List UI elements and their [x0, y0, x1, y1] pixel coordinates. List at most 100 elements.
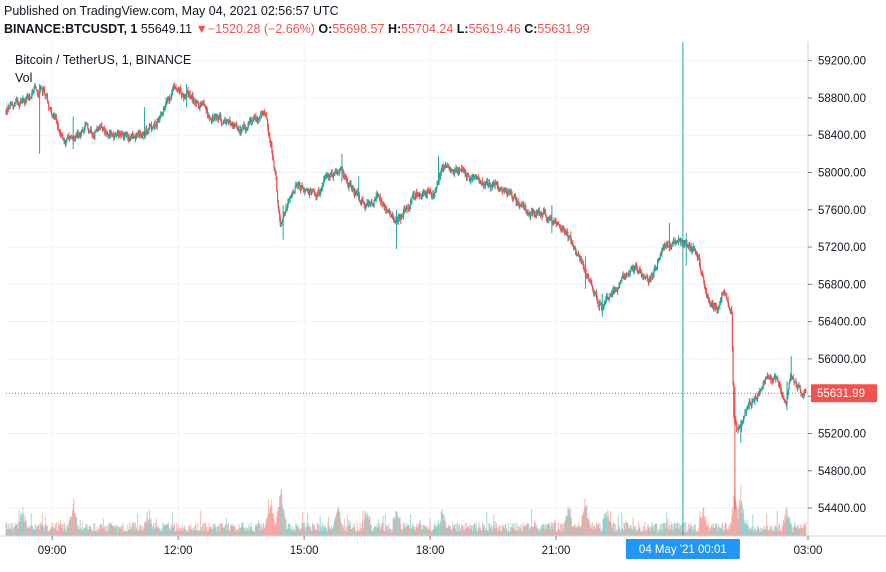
volume-bar	[222, 528, 224, 536]
volume-bar	[218, 526, 220, 536]
candle-body	[116, 132, 118, 135]
candle-body	[141, 133, 144, 137]
volume-bar	[733, 495, 735, 536]
volume-bar	[383, 530, 385, 536]
volume-bar	[699, 511, 701, 536]
candle-body	[493, 184, 496, 186]
candle-body	[331, 173, 333, 176]
volume-bar	[803, 523, 805, 536]
candle-body	[469, 177, 471, 181]
volume-bar	[744, 520, 746, 536]
volume-bar	[368, 515, 370, 536]
volume-bar	[300, 527, 302, 536]
candle-body	[485, 182, 487, 184]
volume-bar	[8, 528, 11, 536]
volume-bar	[137, 531, 139, 536]
volume-bar	[337, 506, 340, 536]
volume-bar	[733, 495, 736, 536]
volume-bar	[391, 531, 393, 536]
candle-body	[718, 306, 720, 308]
volume-bar	[413, 529, 415, 536]
volume-bar	[364, 513, 366, 536]
candle-body	[649, 277, 651, 279]
candle-body	[268, 134, 270, 137]
candle-body	[519, 205, 521, 207]
chart-frame[interactable]: 59200.00 58800.00 58400.00 58000.00 57600.00…	[0, 42, 886, 572]
volume-bar	[581, 514, 583, 536]
candle-body	[679, 240, 681, 242]
volume-bar	[545, 528, 547, 536]
candle-body	[548, 217, 550, 220]
candle-body	[344, 174, 346, 180]
candle-body	[533, 211, 535, 213]
volume-bar	[512, 527, 514, 536]
volume-bar	[342, 523, 344, 536]
volume-bar	[612, 528, 614, 536]
candle-body	[299, 184, 301, 190]
candle-body	[68, 135, 70, 139]
candle-body	[551, 222, 554, 225]
volume-bar	[797, 524, 799, 536]
volume-bar	[495, 528, 497, 536]
volume-bar	[279, 496, 281, 536]
candle-body	[109, 132, 111, 136]
volume-bar	[798, 529, 800, 536]
candle-body	[435, 187, 437, 191]
volume-bar	[210, 526, 212, 536]
candle-body	[711, 302, 713, 304]
volume-bar	[546, 524, 548, 536]
volume-bar	[239, 528, 241, 536]
volume-bar	[332, 528, 334, 536]
volume-bar	[466, 527, 468, 536]
volume-bar	[190, 523, 192, 536]
volume-bar	[400, 530, 403, 536]
volume-bar	[121, 526, 123, 536]
candle-body	[793, 378, 795, 383]
volume-bar	[715, 522, 717, 536]
candle-body	[491, 183, 493, 187]
volume-bar	[360, 530, 363, 536]
volume-bar	[536, 525, 538, 536]
volume-bar	[650, 526, 652, 536]
volume-bar	[326, 531, 328, 536]
volume-bar	[9, 529, 11, 536]
candle-body	[451, 169, 453, 172]
volume-bar	[21, 516, 23, 536]
volume-bar	[312, 524, 314, 536]
candle-body	[658, 258, 660, 262]
price-chart[interactable]: 59200.0058800.0058400.0058000.0057600.00…	[0, 42, 886, 572]
candle-body	[704, 286, 706, 288]
volume-bar	[615, 530, 617, 536]
candle-body	[443, 166, 445, 168]
volume-bar	[384, 531, 386, 536]
candle-body	[224, 119, 226, 121]
candle-body	[750, 404, 752, 406]
volume-bar	[321, 522, 323, 536]
candle-body	[527, 212, 529, 214]
candle-body	[346, 181, 349, 184]
candle-body	[512, 197, 514, 200]
volume-bar	[112, 525, 114, 536]
volume-bar	[740, 500, 743, 536]
volume-bar	[430, 531, 432, 536]
candle-body	[739, 425, 741, 428]
volume-bar	[59, 524, 61, 536]
volume-bar	[134, 530, 136, 536]
volume-bar	[287, 525, 289, 536]
volume-bar	[253, 531, 255, 536]
volume-bar	[309, 527, 312, 536]
candle-body	[470, 178, 472, 181]
candle-body	[302, 188, 305, 190]
candle-body	[448, 167, 450, 169]
candle-body	[614, 287, 617, 290]
candle-body	[393, 217, 395, 222]
candle-body	[766, 377, 768, 379]
candle-body	[42, 89, 44, 92]
candle-body	[306, 189, 308, 191]
volume-bar	[278, 506, 280, 536]
candle-body	[178, 88, 181, 91]
volume-bar	[444, 520, 447, 536]
volume-bar	[247, 531, 249, 536]
candle-body	[258, 118, 260, 120]
candle-body	[549, 217, 551, 219]
